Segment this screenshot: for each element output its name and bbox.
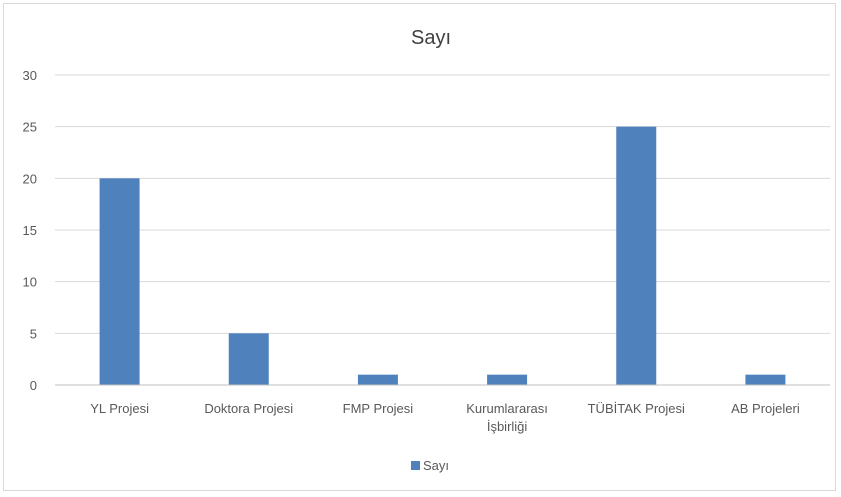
y-tick-label: 25 bbox=[23, 120, 37, 135]
x-tick-label: TÜBİTAK Projesi bbox=[588, 401, 685, 416]
bar-1 bbox=[228, 333, 269, 385]
x-axis-tick-labels: YL Projesi Doktora Projesi FMP Projesi Kuru… bbox=[90, 401, 800, 434]
y-tick-label: 5 bbox=[30, 326, 37, 341]
bars bbox=[99, 126, 786, 386]
bar-5 bbox=[745, 374, 786, 385]
y-tick-label: 30 bbox=[23, 68, 37, 83]
bar-0 bbox=[99, 178, 140, 385]
chart-title: Sayı bbox=[411, 27, 451, 49]
x-tick-label: Doktora Projesi bbox=[204, 401, 293, 416]
x-tick-label: İşbirliği bbox=[487, 419, 528, 434]
chart-frame bbox=[3, 3, 836, 491]
legend-swatch-sayi bbox=[411, 461, 420, 470]
x-tick-label: Kurumlararası bbox=[466, 401, 548, 416]
legend: Sayı bbox=[411, 458, 449, 473]
y-tick-label: 15 bbox=[23, 223, 37, 238]
bar-2 bbox=[357, 374, 398, 385]
y-tick-label: 10 bbox=[23, 275, 37, 290]
bar-3 bbox=[487, 374, 528, 385]
bar-4 bbox=[616, 126, 657, 386]
y-tick-label: 20 bbox=[23, 171, 37, 186]
x-tick-label: AB Projeleri bbox=[731, 401, 800, 416]
y-axis-tick-labels: 0 5 10 15 20 25 30 bbox=[23, 68, 37, 393]
x-tick-label: YL Projesi bbox=[90, 401, 149, 416]
gridlines bbox=[55, 74, 830, 334]
y-tick-label: 0 bbox=[30, 378, 37, 393]
legend-label-sayi: Sayı bbox=[423, 458, 449, 473]
x-tick-label: FMP Projesi bbox=[343, 401, 414, 416]
